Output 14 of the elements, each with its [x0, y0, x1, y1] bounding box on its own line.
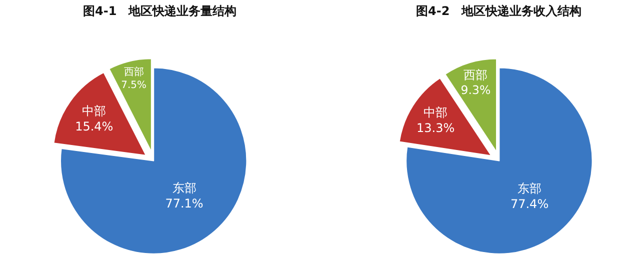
data-label: 77.4% — [510, 196, 549, 211]
data-label: 15.4% — [75, 120, 114, 134]
slice-label: 西部 — [464, 68, 488, 82]
chart-title: 图4-2 地区快递业务收入结构 — [416, 4, 582, 18]
slice-label: 东部 — [172, 181, 196, 196]
data-label: 9.3% — [460, 83, 491, 98]
slice-label: 西部 — [124, 66, 144, 78]
slice-label: 中部 — [82, 104, 106, 118]
slice-label: 东部 — [518, 181, 542, 196]
slice-label: 中部 — [424, 105, 448, 120]
data-label: 7.5% — [121, 80, 146, 92]
chart-title: 图4-1 地区快递业务量结构 — [83, 4, 237, 18]
data-label: 77.1% — [165, 196, 204, 211]
data-label: 13.3% — [416, 120, 455, 135]
